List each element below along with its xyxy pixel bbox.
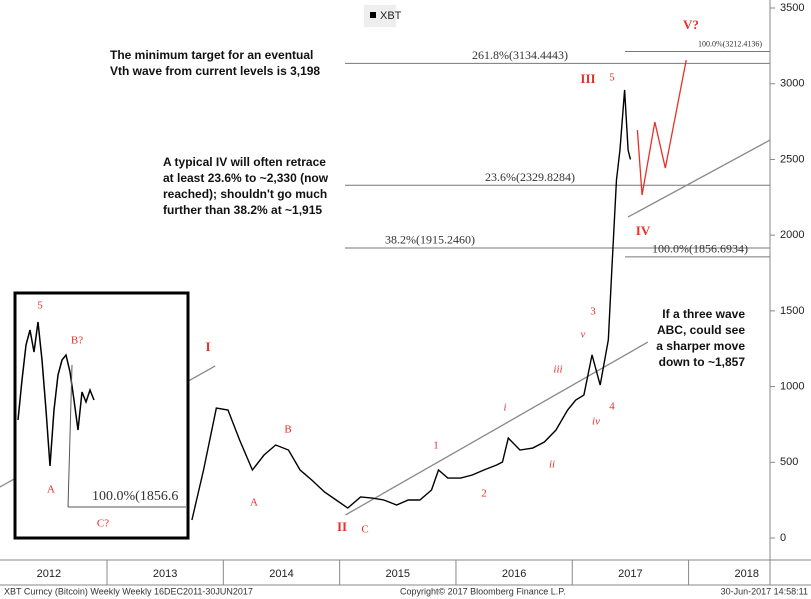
y-tick-label: 1500 bbox=[780, 305, 804, 317]
inset-label: 100.0%(1856.6 bbox=[92, 489, 178, 504]
y-tick-label: 2500 bbox=[780, 153, 804, 165]
footer-right: 30-Jun-2017 14:58:11 bbox=[721, 586, 808, 596]
wave-label: i bbox=[503, 402, 506, 414]
inset-label: 5 bbox=[37, 300, 43, 312]
note-line: ABC, could see bbox=[657, 323, 745, 337]
wave-label: 4 bbox=[609, 401, 615, 413]
note-line: The minimum target for an eventual bbox=[110, 48, 313, 62]
inset-label: B? bbox=[71, 335, 83, 347]
wave-label: B bbox=[284, 424, 291, 436]
trend-line bbox=[627, 139, 771, 218]
x-tick-label: 2014 bbox=[269, 568, 293, 580]
footer-left: XBT Curncy (Bitcoin) Weekly Weekly 16DEC… bbox=[4, 586, 253, 596]
wave-label: III bbox=[580, 71, 595, 86]
x-tick-label: 2017 bbox=[618, 568, 642, 580]
note-line: If a three wave bbox=[662, 307, 745, 321]
wave-label: II bbox=[337, 519, 347, 534]
wave-labels: III 5 IV V? I II A B C 1 2 i ii iii iv v… bbox=[205, 17, 698, 536]
legend-box bbox=[364, 5, 396, 27]
y-tick-label: 500 bbox=[780, 456, 798, 468]
note-line: further than 38.2% at ~1,915 bbox=[163, 203, 322, 217]
inset-pointer bbox=[67, 364, 73, 508]
note-line: A typical IV will often retrace bbox=[163, 155, 326, 169]
wave-label: iv bbox=[592, 416, 600, 428]
note-line: reached); shouldn't go much bbox=[163, 187, 327, 201]
note-line: at least 23.6% to ~2,330 (now bbox=[163, 171, 329, 185]
fib-level-label: 38.2%(1915.2460) bbox=[385, 233, 475, 247]
x-tick-label: 2013 bbox=[153, 568, 177, 580]
wave-label: iii bbox=[553, 364, 562, 376]
note-line: Vth wave from current levels is 3,198 bbox=[110, 64, 320, 78]
inset-price bbox=[17, 321, 95, 467]
fib-level-label: 100.0%(3212.4136) bbox=[698, 39, 762, 48]
inset-frame bbox=[13, 291, 190, 540]
wave-label: ii bbox=[549, 459, 555, 471]
x-tick-label: 2015 bbox=[386, 568, 410, 580]
wave-label: 1 bbox=[433, 440, 439, 452]
y-tick-label: 0 bbox=[780, 532, 786, 544]
notes: The minimum target for an eventual Vth w… bbox=[110, 48, 745, 369]
x-tick-label: 2012 bbox=[37, 568, 61, 580]
fib-level-label: 23.6%(2329.8284) bbox=[485, 170, 575, 184]
footer-center: Copyright© 2017 Bloomberg Finance L.P. bbox=[400, 586, 566, 596]
y-tick-label: 3000 bbox=[780, 78, 804, 90]
inset-label: A bbox=[47, 484, 55, 496]
y-tick-label: 1000 bbox=[780, 380, 804, 392]
wave-label: I bbox=[205, 339, 210, 354]
wave-label: 5 bbox=[609, 72, 615, 84]
wave-label: V? bbox=[683, 17, 699, 32]
y-tick-label: 2000 bbox=[780, 229, 804, 241]
inset: 5 B? A C? 100.0%(1856.6 bbox=[13, 291, 190, 540]
fib-level-label: 100.0%(1856.6934) bbox=[652, 242, 748, 256]
y-tick-label: 3500 bbox=[780, 2, 804, 14]
wave-label: 3 bbox=[590, 306, 596, 318]
x-tick-label: 2018 bbox=[734, 568, 758, 580]
wave-label: v bbox=[581, 329, 586, 341]
note-line: down to ~1,857 bbox=[659, 355, 746, 369]
fib-level-label: 261.8%(3134.4443) bbox=[472, 48, 568, 62]
wave-label: A bbox=[250, 497, 258, 509]
x-tick-label: 2016 bbox=[502, 568, 526, 580]
trend-line bbox=[345, 341, 649, 516]
wave-label: IV bbox=[636, 223, 651, 238]
note-line: a sharper move bbox=[656, 339, 745, 353]
price-line bbox=[191, 89, 632, 521]
trend-line bbox=[636, 59, 687, 196]
legend-label: XBT bbox=[380, 10, 402, 22]
wave-label: C bbox=[361, 524, 368, 536]
wave-label: 2 bbox=[481, 488, 487, 500]
legend-swatch bbox=[370, 12, 376, 18]
inset-label: C? bbox=[97, 518, 109, 530]
